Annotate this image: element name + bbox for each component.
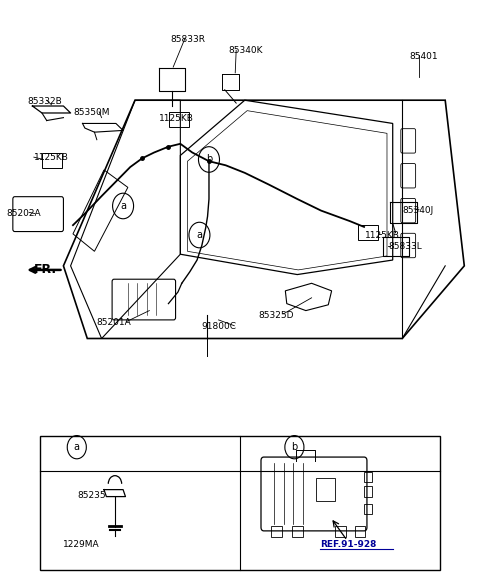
Text: 1125KB: 1125KB <box>159 114 194 123</box>
Bar <box>359 225 378 240</box>
Text: 1125KB: 1125KB <box>365 231 400 239</box>
Bar <box>169 112 190 127</box>
Text: 85833L: 85833L <box>388 242 422 251</box>
Bar <box>355 526 365 537</box>
Bar <box>39 436 441 570</box>
Text: 85401: 85401 <box>409 52 438 61</box>
Text: 1229MA: 1229MA <box>63 540 100 550</box>
Text: 85340K: 85340K <box>228 46 263 55</box>
Text: b: b <box>206 155 212 165</box>
Text: 85350M: 85350M <box>73 109 109 117</box>
Text: a: a <box>120 201 126 211</box>
Bar <box>336 526 346 537</box>
Text: 91800C: 91800C <box>202 322 237 331</box>
Text: 85202A: 85202A <box>6 209 41 218</box>
Bar <box>271 526 281 537</box>
Text: 85340J: 85340J <box>402 206 433 215</box>
Bar <box>316 478 336 501</box>
Bar <box>292 526 303 537</box>
Text: a: a <box>74 442 80 452</box>
Bar <box>364 472 372 482</box>
Text: 85325D: 85325D <box>258 311 294 320</box>
Bar <box>364 503 372 514</box>
Text: 1125KB: 1125KB <box>34 152 69 162</box>
Bar <box>42 152 62 168</box>
Text: FR.: FR. <box>34 263 57 276</box>
Text: 85332B: 85332B <box>28 97 62 106</box>
Bar <box>364 486 372 496</box>
Text: 85833R: 85833R <box>170 34 205 44</box>
Text: 85235: 85235 <box>78 491 107 500</box>
Text: b: b <box>291 442 298 452</box>
Text: 85201A: 85201A <box>97 318 132 327</box>
Text: a: a <box>196 230 203 240</box>
Text: REF.91-928: REF.91-928 <box>320 540 376 550</box>
